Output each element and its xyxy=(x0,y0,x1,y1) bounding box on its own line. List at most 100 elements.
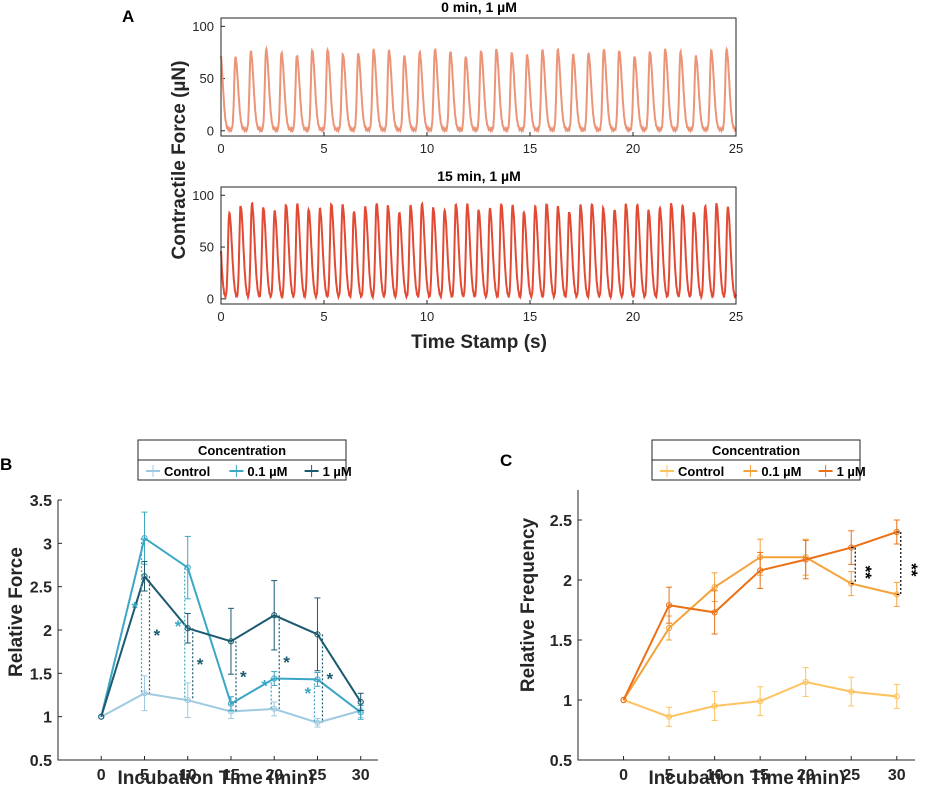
legend-entry: 0.1 µM xyxy=(761,464,801,479)
data-point xyxy=(893,693,900,700)
panel-label-b: B xyxy=(0,455,12,474)
y-tick-label: 50 xyxy=(200,71,214,86)
data-point xyxy=(98,713,105,720)
y-tick-label: 0.5 xyxy=(30,753,52,770)
legend-entry: 1 µM xyxy=(837,464,866,479)
annotations-b: * * * * * * * * * xyxy=(131,538,333,723)
data-point xyxy=(893,528,900,536)
data-point xyxy=(893,591,900,598)
y-axis-label-b: Relative Force xyxy=(6,547,27,677)
panel-a-top: 0 min, 1 µM 0 5 10 15 20 25 0 50 100 xyxy=(192,0,743,156)
x-tick-label: 10 xyxy=(179,767,197,784)
legend-c: Concentration Control 0.1 µM 1 µM xyxy=(651,439,866,481)
data-point xyxy=(227,638,235,645)
data-point xyxy=(665,602,673,609)
axes-b xyxy=(57,500,378,761)
data-point xyxy=(711,702,718,710)
x-tick-label: 5 xyxy=(320,309,327,324)
panel-a-bottom: 15 min, 1 µM 0 5 10 15 20 25 0 50 100 Time Stamp… xyxy=(192,168,743,353)
significance-star: * xyxy=(153,626,160,645)
significance-star: * xyxy=(326,670,333,689)
chart-title-a2: 15 min, 1 µM xyxy=(437,168,521,184)
x-tick-label: 15 xyxy=(523,141,537,156)
x-tick-label: 15 xyxy=(523,309,537,324)
axis-ticks-b: 0 5 10 15 20 25 30 0.5 1 1.5 2 2.5 3 3.5 xyxy=(30,493,370,784)
legend-entry: Control xyxy=(164,464,210,479)
y-tick-label: 1.5 xyxy=(30,666,52,683)
axis-ticks-c: 0 5 10 15 20 25 30 0.5 1 1.5 2 2.5 xyxy=(550,513,906,784)
data-point xyxy=(227,700,235,707)
x-tick-label: 0 xyxy=(97,767,106,784)
data-point xyxy=(802,678,809,686)
significance-star: * xyxy=(240,667,247,686)
legend-title-b: Concentration xyxy=(198,443,286,458)
axis-ticks-a1: 0 5 10 15 20 25 0 50 100 xyxy=(192,19,743,156)
x-tick-label: 0 xyxy=(619,767,628,784)
significance-star: ** xyxy=(856,566,875,580)
x-tick-label: 15 xyxy=(751,767,769,784)
y-tick-label: 0 xyxy=(207,291,214,306)
x-tick-label: 25 xyxy=(309,767,327,784)
x-axis-label-a: Time Stamp (s) xyxy=(411,332,547,353)
data-point xyxy=(802,556,809,563)
data-point xyxy=(314,631,321,638)
significance-star: * xyxy=(197,655,204,674)
y-tick-label: 100 xyxy=(192,188,214,203)
x-tick-label: 10 xyxy=(706,767,724,784)
legend-entry: 1 µM xyxy=(323,464,352,479)
y-tick-label: 3.5 xyxy=(30,493,52,510)
series-c xyxy=(620,519,900,727)
x-tick-label: 20 xyxy=(626,141,640,156)
legend-b: Concentration Control 0.1 µM 1 µM xyxy=(137,439,352,481)
data-point xyxy=(711,584,718,591)
x-tick-label: 20 xyxy=(265,767,283,784)
data-point xyxy=(848,580,855,587)
x-tick-label: 10 xyxy=(420,309,434,324)
legend-title-c: Concentration xyxy=(712,443,800,458)
x-tick-label: 20 xyxy=(626,309,640,324)
data-point xyxy=(711,609,718,616)
data-point xyxy=(757,567,764,574)
x-tick-label: 25 xyxy=(729,309,743,324)
x-tick-label: 0 xyxy=(217,141,224,156)
y-tick-label: 0.5 xyxy=(550,753,572,770)
significance-star: * xyxy=(175,617,182,636)
x-tick-label: 5 xyxy=(320,141,327,156)
data-point xyxy=(620,696,627,704)
y-tick-label: 1 xyxy=(43,710,52,727)
data-point xyxy=(271,612,278,619)
data-point xyxy=(141,690,148,697)
data-point xyxy=(665,624,673,632)
y-tick-label: 3 xyxy=(43,536,52,553)
annotations-c: ** ** xyxy=(851,531,921,596)
force-trace-15min xyxy=(220,201,737,301)
data-point xyxy=(141,573,148,580)
legend-entry: Control xyxy=(678,464,724,479)
y-tick-label: 2 xyxy=(563,573,572,590)
chart-title-a1: 0 min, 1 µM xyxy=(441,0,517,15)
y-tick-label: 1 xyxy=(563,693,572,710)
x-tick-label: 5 xyxy=(140,767,149,784)
y-tick-label: 0 xyxy=(207,123,214,138)
significance-star: * xyxy=(131,599,138,618)
y-tick-label: 2 xyxy=(43,623,52,640)
series-b xyxy=(98,511,364,728)
significance-star: * xyxy=(283,653,290,672)
x-axis-label-b: Incubation Time (min) xyxy=(117,768,314,784)
data-point xyxy=(848,544,855,551)
axes-box-a2 xyxy=(220,186,737,305)
data-point xyxy=(757,698,764,705)
panel-label-a: A xyxy=(122,7,134,26)
axes-box-a1 xyxy=(220,17,737,137)
panel-c: 0 5 10 15 20 25 30 0.5 1 1.5 2 2.5 ** ** Incubation … xyxy=(518,439,921,789)
y-axis-label-c: Relative Frequency xyxy=(518,517,539,692)
data-point xyxy=(357,698,364,706)
x-tick-label: 5 xyxy=(665,767,674,784)
force-trace-0min xyxy=(220,45,737,134)
x-tick-label: 25 xyxy=(729,141,743,156)
y-axis-label-a: Contractile Force (µN) xyxy=(169,61,190,260)
panel-label-c: C xyxy=(500,451,512,470)
data-point xyxy=(665,713,673,720)
x-tick-label: 0 xyxy=(217,309,224,324)
